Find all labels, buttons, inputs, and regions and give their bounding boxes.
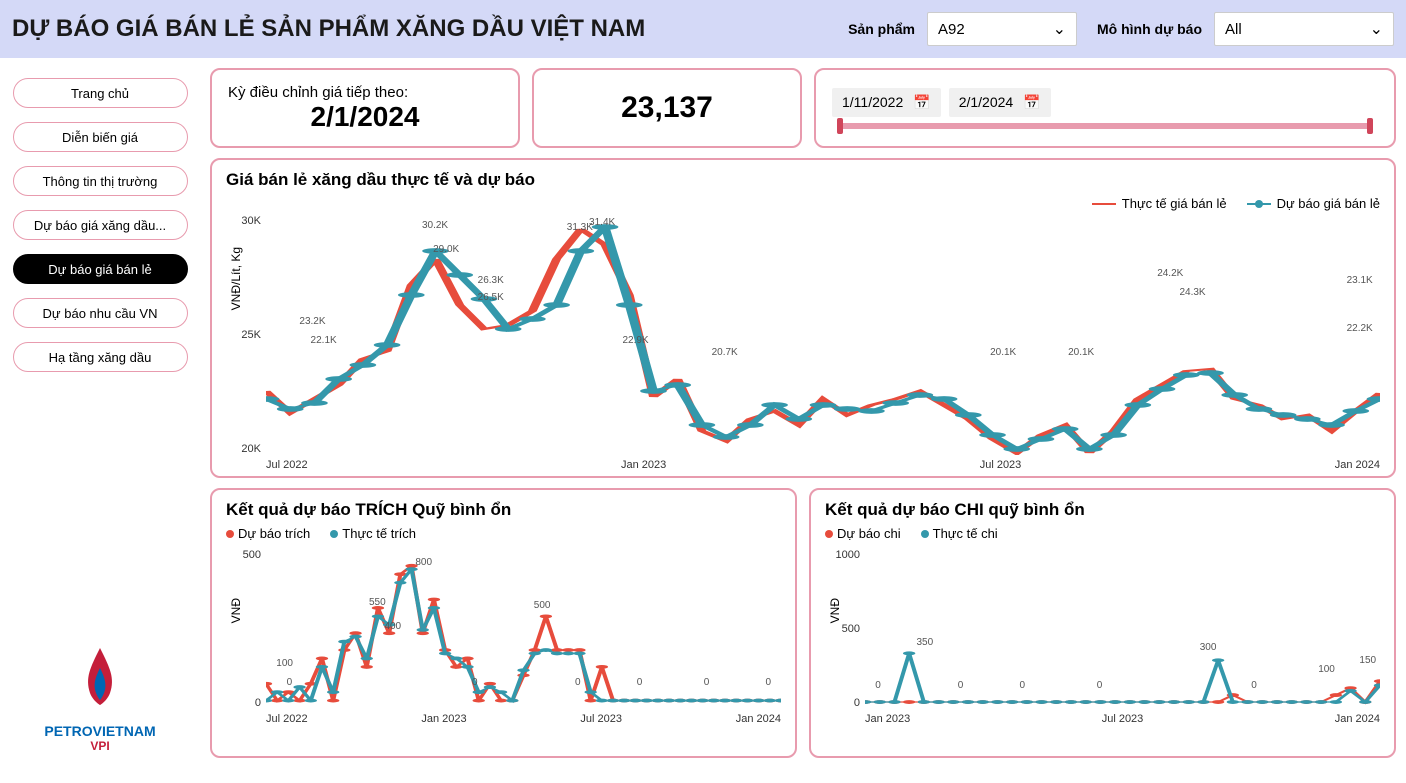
x-ticks: Jan 2023 Jul 2023 Jan 2024 [865,713,1380,725]
product-filter: Sản phẩm A92 ⌄ [848,12,1077,46]
tick: 25K [236,329,261,341]
legend-label: Thực tế giá bán lẻ [1122,196,1227,211]
legend-actual: Thực tế chi [921,526,998,541]
main-content: Kỳ điều chỉnh giá tiếp theo: 2/1/2024 23… [200,58,1406,783]
tick: Jul 2023 [980,459,1022,471]
chi-chart-title: Kết quả dự báo CHI quỹ bình ổn [825,500,1380,520]
legend-actual: Thực tế giá bán lẻ [1092,196,1227,211]
chevron-down-icon: ⌄ [1370,19,1383,39]
nav-item-0[interactable]: Trang chủ [13,78,188,108]
trich-chart-card: Kết quả dự báo TRÍCH Quỹ bình ổn Dự báo … [210,488,797,758]
legend-forecast: Dự báo chi [825,526,901,541]
tick: Jan 2023 [421,713,466,725]
main-chart-title: Giá bán lẻ xăng dầu thực tế và dự báo [226,170,1380,190]
trich-chart-area[interactable]: VNĐ 5000 100055040080005000000 [266,549,781,709]
tick: Jul 2022 [266,713,308,725]
kpi-value-card: 23,137 [532,68,802,148]
product-label: Sản phẩm [848,21,915,37]
kpi-value: 23,137 [621,91,713,125]
next-adjustment-value: 2/1/2024 [228,101,502,133]
tick: 30K [236,215,261,227]
tick: 500 [835,623,860,635]
calendar-icon: 📅 [1023,94,1040,111]
flame-icon [75,643,125,713]
chevron-down-icon: ⌄ [1053,19,1066,39]
trich-chart-title: Kết quả dự báo TRÍCH Quỹ bình ổn [226,500,781,520]
legend-label: Thực tế trích [342,526,416,541]
legend-linedot-icon [1247,203,1271,205]
tick: Jan 2024 [1335,713,1380,725]
legend-actual: Thực tế trích [330,526,416,541]
date-range-slider[interactable] [840,123,1370,129]
y-ticks: 500 0 [236,549,261,709]
y-ticks: 1000 500 0 [835,549,860,709]
nav-item-5[interactable]: Dự báo nhu cầu VN [13,298,188,328]
x-ticks: Jul 2022 Jan 2023 Jul 2023 Jan 2024 [266,713,781,725]
nav-item-1[interactable]: Diễn biến giá [13,122,188,152]
chi-chart-area[interactable]: VNĐ 10005000 03500003000100150 [865,549,1380,709]
logo-text-bottom: VPI [44,739,155,753]
tick: 20K [236,443,261,455]
tick: Jan 2024 [736,713,781,725]
next-adjustment-card: Kỳ điều chỉnh giá tiếp theo: 2/1/2024 [210,68,520,148]
calendar-icon: 📅 [913,94,930,111]
legend-line-icon [1092,203,1116,205]
tick: Jan 2024 [1335,459,1380,471]
legend-forecast: Dự báo trích [226,526,310,541]
date-from-value: 1/11/2022 [842,94,903,110]
next-adjustment-label: Kỳ điều chỉnh giá tiếp theo: [228,84,502,101]
date-range-card: 1/11/2022 📅 2/1/2024 📅 [814,68,1396,148]
model-label: Mô hình dự báo [1097,21,1202,37]
date-to-value: 2/1/2024 [959,94,1014,110]
page-header: DỰ BÁO GIÁ BÁN LẺ SẢN PHẨM XĂNG DẦU VIỆT… [0,0,1406,58]
legend-dot-icon [226,530,234,538]
legend-label: Dự báo giá bán lẻ [1277,196,1380,211]
chi-legend: Dự báo chi Thực tế chi [825,526,1380,541]
chi-chart-card: Kết quả dự báo CHI quỹ bình ổn Dự báo ch… [809,488,1396,758]
chi-chart-svg [865,549,1380,709]
page-title: DỰ BÁO GIÁ BÁN LẺ SẢN PHẨM XĂNG DẦU VIỆT… [12,15,828,43]
legend-label: Dự báo trích [238,526,310,541]
legend-label: Thực tế chi [933,526,998,541]
nav-item-4[interactable]: Dự báo giá bán lẻ [13,254,188,284]
main-chart-svg [266,215,1380,455]
tick: Jan 2023 [865,713,910,725]
nav-item-3[interactable]: Dự báo giá xăng dầu... [13,210,188,240]
trich-legend: Dự báo trích Thực tế trích [226,526,781,541]
main-chart-area[interactable]: VNĐ/Lít, Kg 30K25K20K 23.2K22.1K30.2K29.… [266,215,1380,455]
tick: 500 [236,549,261,561]
nav-item-2[interactable]: Thông tin thị trường [13,166,188,196]
sidebar: Trang chủ Diễn biến giá Thông tin thị trườ… [0,58,200,783]
legend-label: Dự báo chi [837,526,901,541]
tick: Jan 2023 [621,459,666,471]
tick: Jul 2023 [1102,713,1144,725]
logo-text-top: PETROVIETNAM [44,723,155,739]
legend-dot-icon [825,530,833,538]
model-dropdown[interactable]: All ⌄ [1214,12,1394,46]
trich-chart-svg [266,549,781,709]
legend-dot-icon [921,530,929,538]
date-from-input[interactable]: 1/11/2022 📅 [832,88,941,117]
tick: 0 [835,697,860,709]
model-value: All [1225,21,1242,38]
tick: 0 [236,697,261,709]
tick: Jul 2022 [266,459,308,471]
product-value: A92 [938,21,965,38]
tick: 1000 [835,549,860,561]
product-dropdown[interactable]: A92 ⌄ [927,12,1077,46]
main-chart-card: Giá bán lẻ xăng dầu thực tế và dự báo Th… [210,158,1396,478]
legend-dot-icon [330,530,338,538]
x-ticks: Jul 2022 Jan 2023 Jul 2023 Jan 2024 [266,459,1380,471]
logo: PETROVIETNAM VPI [44,643,155,753]
tick: Jul 2023 [580,713,622,725]
date-to-input[interactable]: 2/1/2024 📅 [949,88,1051,117]
legend-forecast: Dự báo giá bán lẻ [1247,196,1380,211]
main-chart-legend: Thực tế giá bán lẻ Dự báo giá bán lẻ [226,196,1380,211]
y-ticks: 30K 25K 20K [236,215,261,455]
nav-item-6[interactable]: Hạ tầng xăng dầu [13,342,188,372]
model-filter: Mô hình dự báo All ⌄ [1097,12,1394,46]
